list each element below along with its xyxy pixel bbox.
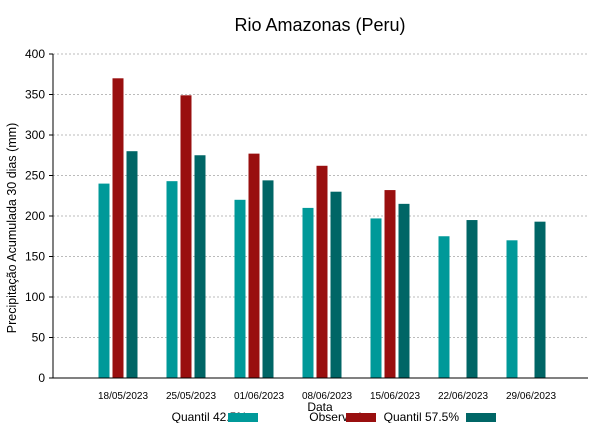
y-tick-label: 150 [25,250,45,264]
bar [370,218,382,378]
bars [98,78,546,379]
x-tick-labels: 18/05/2023 25/05/2023 01/06/2023 08/06/2023… [98,391,556,402]
x-tick-label: 25/05/2023 [166,391,216,402]
y-axis-label: Precipitação Acumulada 30 dias (mm) [5,123,19,334]
y-tick-label: 300 [25,128,45,142]
bar [506,240,518,378]
bar [248,153,260,378]
y-tick-labels: 0 50 100 150 200 250 300 350 400 [25,47,45,385]
bar [166,181,178,378]
bar [98,183,110,378]
x-axis-label: Data [307,400,333,414]
x-tick-label: 08/06/2023 [302,391,352,402]
bar [194,155,206,378]
bar [234,199,246,378]
x-tick-label: 18/05/2023 [98,391,148,402]
axes [49,53,588,379]
bar [466,220,478,378]
bar [302,207,314,378]
bar [126,151,138,378]
grid-lines [53,53,588,338]
legend-swatch [466,413,496,422]
bar [180,95,192,378]
x-tick-label: 29/06/2023 [506,391,556,402]
bar [316,165,328,378]
legend: Quantil 42.5% Observado Quantil 57.5% [172,410,496,423]
legend-label: Quantil 57.5% [384,410,460,423]
chart-title: Rio Amazonas (Peru) [234,15,405,35]
y-tick-label: 100 [25,290,45,304]
y-tick-label: 350 [25,88,45,102]
bar [112,78,124,379]
bar [534,221,546,378]
bar [438,236,450,378]
bar [262,180,274,378]
y-tick-label: 0 [38,371,45,385]
bar [384,190,396,378]
x-tick-label: 15/06/2023 [370,391,420,402]
legend-swatch [346,413,376,422]
x-tick-label: 01/06/2023 [234,391,284,402]
y-tick-label: 200 [25,209,45,223]
x-tick-label: 22/06/2023 [438,391,488,402]
legend-swatch [228,413,258,422]
bar [398,203,410,378]
bar [330,191,342,378]
y-tick-label: 250 [25,169,45,183]
y-tick-label: 400 [25,47,45,61]
y-tick-label: 50 [32,331,46,345]
